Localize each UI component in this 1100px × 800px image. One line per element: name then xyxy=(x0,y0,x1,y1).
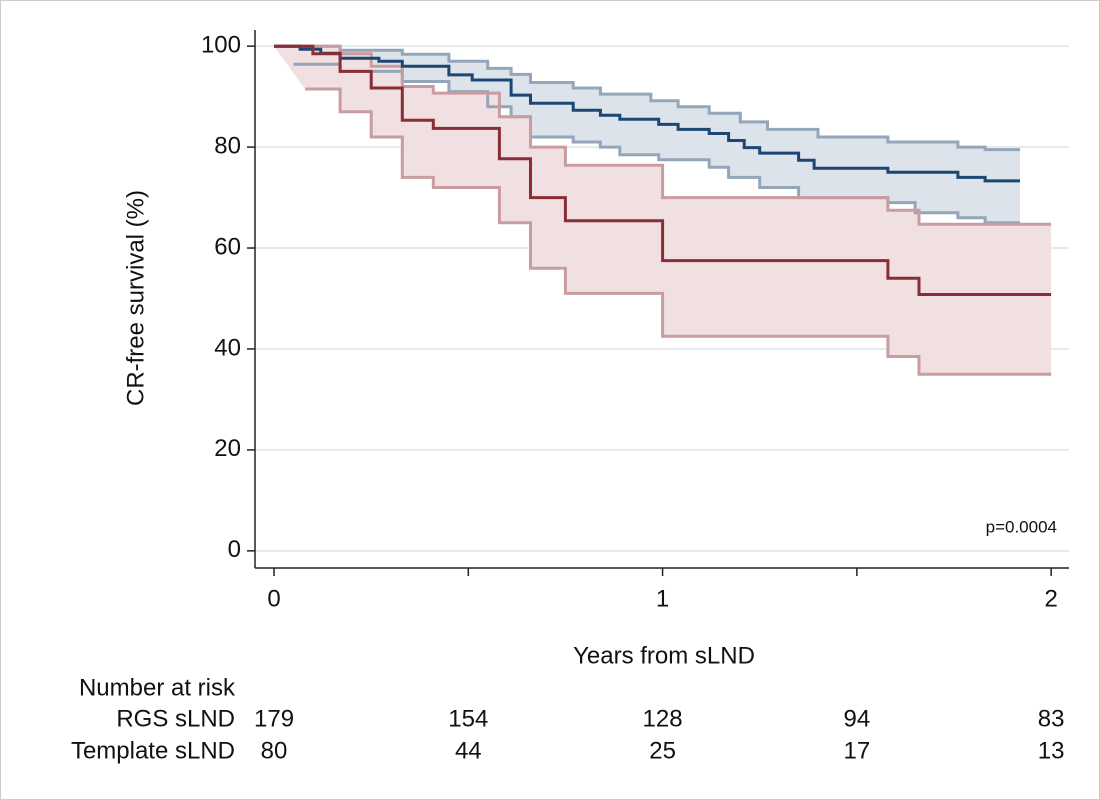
risk-value: 128 xyxy=(643,705,683,732)
y-tick-label: 0 xyxy=(228,536,241,563)
x-tick-label: 2 xyxy=(1044,585,1057,612)
annotation: p=0.0004 xyxy=(986,517,1057,536)
risk-value: 80 xyxy=(261,737,288,764)
x-tick-label: 0 xyxy=(267,585,280,612)
survival-curve xyxy=(274,44,1020,183)
x-axis-label: Years from sLND xyxy=(573,642,755,669)
y-tick-label: 100 xyxy=(201,31,241,58)
y-axis-label: CR-free survival (%) xyxy=(122,190,149,406)
y-tick-label: 60 xyxy=(214,233,241,260)
x-tick-label: 1 xyxy=(656,585,669,612)
risk-value: 94 xyxy=(844,705,871,732)
risk-row-label: Template sLND xyxy=(71,737,235,764)
y-tick-label: 20 xyxy=(214,435,241,462)
y-tick-label: 40 xyxy=(214,334,241,361)
risk-title: Number at risk xyxy=(79,674,236,701)
survival-curve xyxy=(274,44,1052,296)
risk-value: 179 xyxy=(254,705,294,732)
risk-value: 44 xyxy=(455,737,482,764)
risk-value: 154 xyxy=(448,705,488,732)
risk-value: 83 xyxy=(1038,705,1065,732)
ci-upper xyxy=(274,44,1020,152)
risk-row-label: RGS sLND xyxy=(116,705,235,732)
risk-value: 17 xyxy=(844,737,871,764)
risk-value: 25 xyxy=(649,737,676,764)
y-tick-label: 80 xyxy=(214,132,241,159)
risk-value: 13 xyxy=(1038,737,1065,764)
ci-upper xyxy=(274,44,1052,226)
ci-lower xyxy=(305,87,1052,376)
